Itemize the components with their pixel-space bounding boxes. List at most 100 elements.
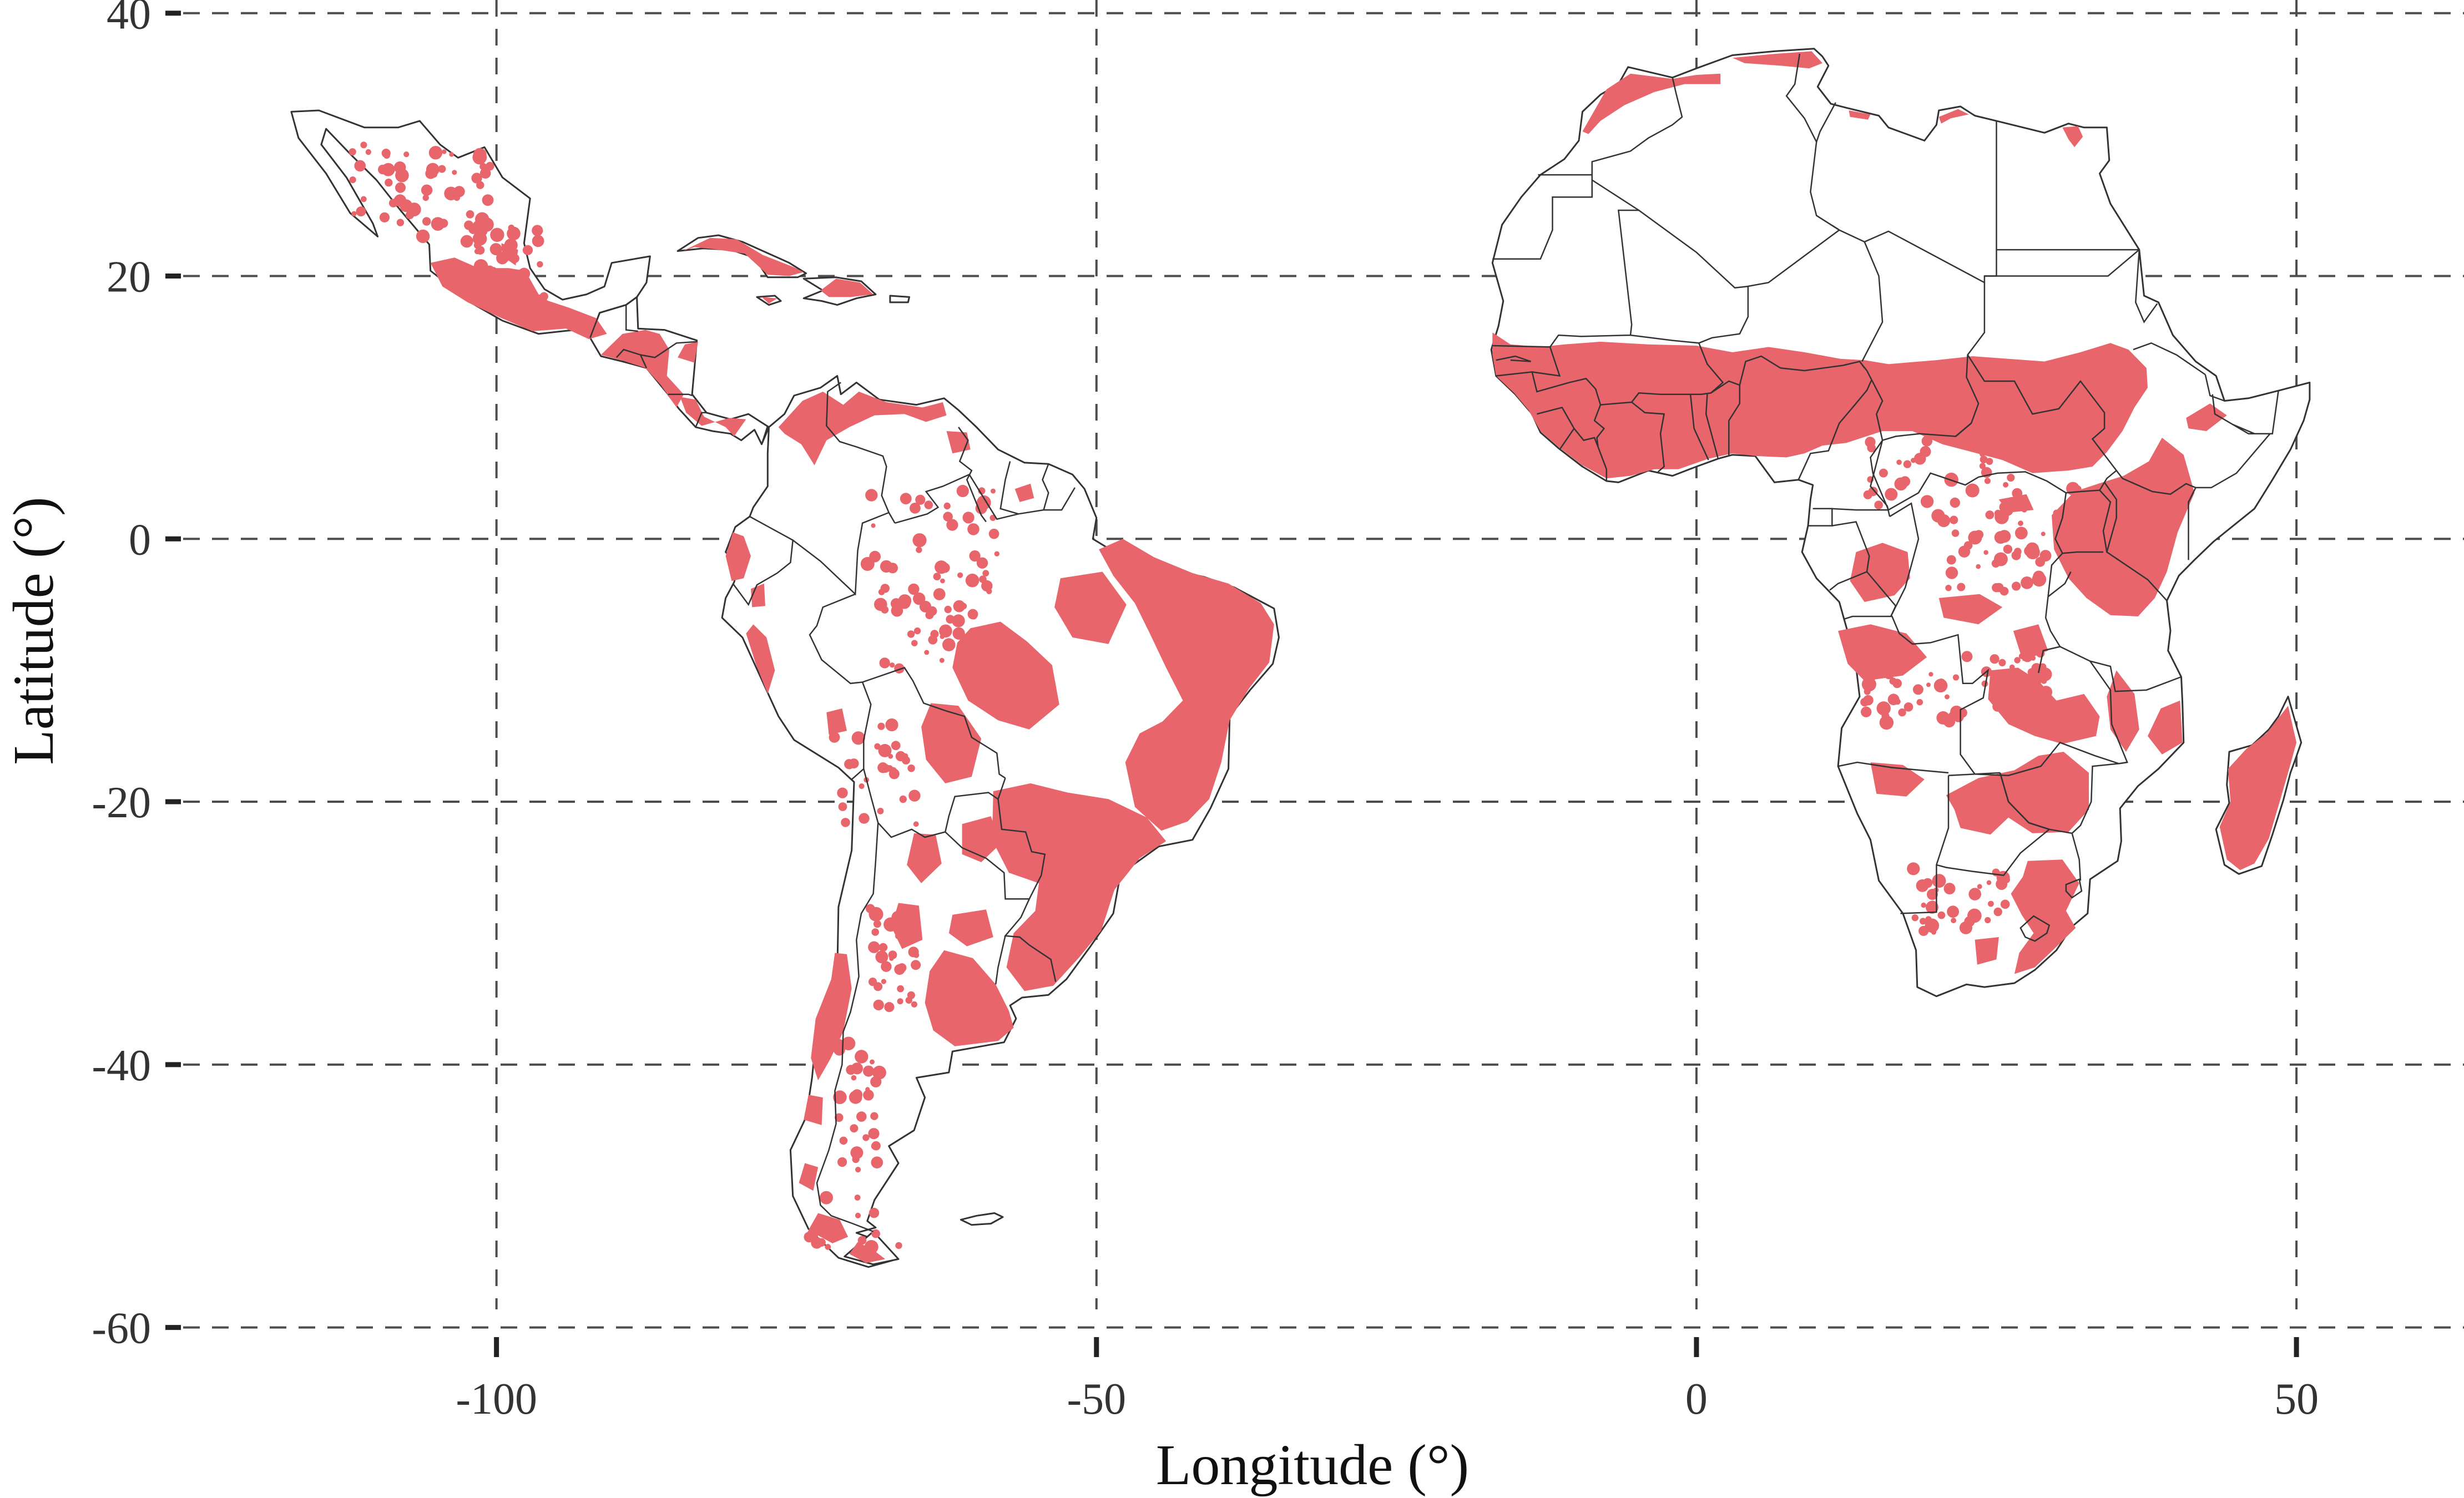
suitable-speck (496, 251, 508, 264)
suitable-speck (489, 243, 502, 256)
suitable-speck (868, 1128, 880, 1140)
suitable-speck (960, 603, 967, 610)
suitable-speck (857, 1236, 867, 1245)
suitable-speck (835, 1224, 841, 1232)
suitable-speck (2148, 518, 2154, 524)
suitable-speck (1983, 550, 1988, 555)
suitable-speck (872, 1065, 886, 1080)
suitable-speck (874, 743, 881, 750)
suitable-speck (1763, 392, 1771, 401)
suitable-speck (835, 1113, 844, 1122)
suitable-speck (1991, 559, 2000, 568)
suitable-speck (844, 759, 855, 770)
suitable-speck (855, 1167, 861, 1173)
country-border (589, 296, 638, 338)
suitable-speck (1992, 701, 2003, 712)
suitable-area (1850, 543, 1910, 602)
country-border (1889, 502, 1920, 617)
country-border (2019, 915, 2051, 942)
suitable-speck (1835, 407, 1840, 412)
suitable-speck (1997, 553, 2002, 558)
suitable-speck (385, 178, 393, 187)
country-border (761, 426, 769, 445)
suitable-speck (833, 1039, 845, 1050)
suitable-speck (381, 163, 395, 176)
suitable-speck (1927, 889, 1938, 900)
suitable-speck (1961, 651, 1973, 662)
suitable-speck (430, 170, 438, 178)
country-border (1829, 521, 1870, 591)
suitable-speck (1874, 500, 1883, 509)
suitable-speck (2039, 550, 2052, 562)
country-border (2049, 828, 2072, 834)
suitable-speck (476, 181, 484, 189)
suitable-speck (889, 956, 894, 961)
suitable-area (820, 279, 873, 297)
suitable-speck (1985, 510, 1995, 519)
suitable-speck (877, 807, 884, 814)
suitable-speck (881, 979, 887, 984)
suitable-speck (1773, 413, 1781, 421)
country-border (1705, 394, 1719, 459)
suitable-speck (2129, 518, 2141, 529)
suitable-speck (2007, 473, 2015, 482)
country-border (1573, 428, 1599, 447)
suitable-speck (1792, 372, 1801, 381)
suitable-speck (851, 1075, 857, 1081)
suitable-speck (969, 550, 981, 562)
suitable-speck (472, 231, 487, 246)
suitable-speck (453, 194, 461, 201)
suitable-speck (1885, 488, 1898, 501)
suitable-speck (1984, 478, 1991, 484)
suitable-speck (457, 274, 468, 284)
suitable-speck (924, 650, 930, 655)
suitable-speck (1959, 921, 1972, 934)
suitable-area (962, 816, 1001, 862)
suitable-speck (482, 194, 494, 206)
suitable-speck (1920, 495, 1934, 508)
suitable-speck (504, 238, 518, 252)
country-border (1492, 209, 1639, 348)
suitable-area (2219, 706, 2297, 871)
country-border (1837, 761, 1949, 774)
suitable-speck (1903, 460, 1912, 468)
suitable-speck (871, 523, 876, 528)
suitable-speck (479, 217, 494, 232)
suitable-speck (471, 292, 479, 300)
suitable-speck (1992, 583, 2001, 593)
suitable-area (746, 624, 775, 694)
suitable-speck (1943, 883, 1956, 895)
suitable-speck (863, 1065, 875, 1077)
suitable-speck (890, 662, 895, 668)
suitable-speck (472, 150, 487, 165)
x-tick-label: -50 (1067, 1375, 1126, 1424)
suitable-speck (1945, 566, 1958, 579)
suitable-speck (1931, 929, 1937, 935)
suitable-speck (1920, 918, 1927, 925)
suitable-speck (1937, 911, 1946, 919)
suitable-speck (2026, 542, 2039, 556)
suitable-area (925, 950, 1014, 1046)
suitable-area (1975, 937, 1999, 965)
suitable-speck (2142, 495, 2156, 509)
suitable-speck (532, 225, 543, 236)
suitable-speck (939, 624, 952, 638)
suitable-area (992, 783, 1167, 991)
country-border (1844, 615, 2128, 776)
suitable-speck (1990, 654, 2000, 664)
suitable-speck (944, 605, 952, 614)
suitable-speck (910, 503, 921, 514)
suitable-speck (1673, 389, 1678, 393)
country-border (1537, 406, 1575, 450)
suitable-speck (967, 523, 979, 535)
suitable-speck (1913, 453, 1926, 465)
suitable-speck (1861, 706, 1872, 717)
suitable-speck (1980, 451, 1985, 457)
suitable-speck (1957, 583, 1966, 591)
suitable-speck (1998, 659, 2006, 666)
suitable-speck (871, 1141, 881, 1151)
suitable-speck (1963, 541, 1973, 550)
suitable-speck (403, 151, 410, 158)
suitable-speck (846, 1065, 856, 1075)
suitable-speck (2003, 482, 2009, 488)
